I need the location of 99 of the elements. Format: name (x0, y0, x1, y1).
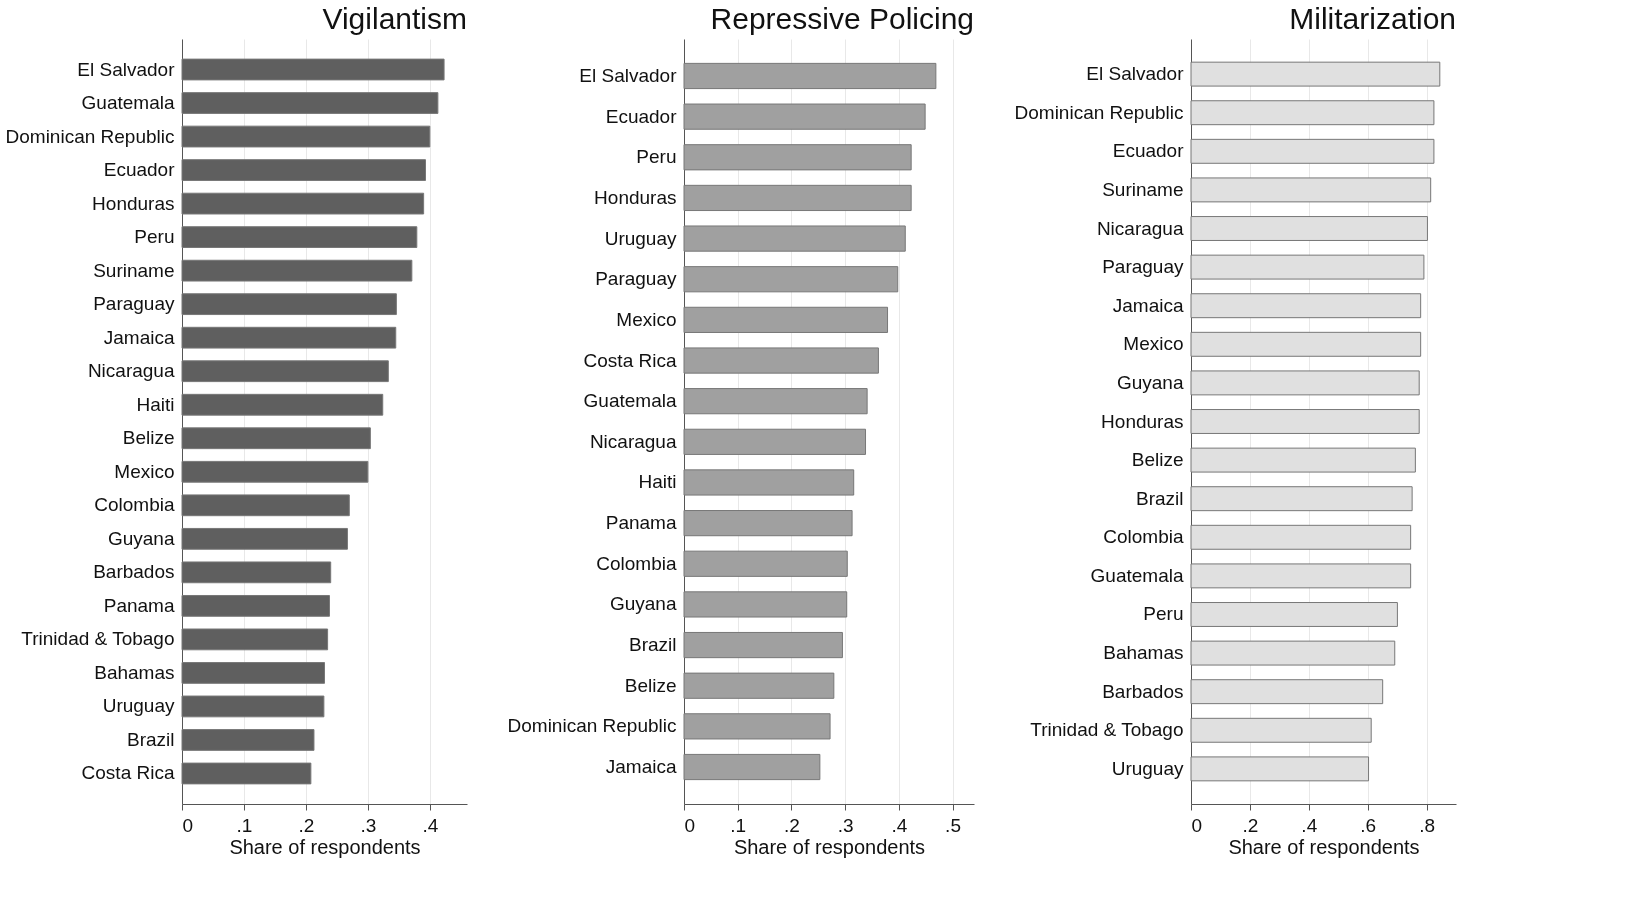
y-tick-label: El Salvador (1086, 63, 1185, 85)
y-tick-label: Uruguay (604, 227, 677, 249)
y-tick-label: Ecuador (103, 159, 176, 181)
x-tick-label: .2 (783, 814, 800, 836)
y-tick-label: Bahamas (94, 661, 175, 683)
y-tick-label: Colombia (596, 552, 677, 574)
x-tick-label: .4 (891, 814, 908, 836)
bar (683, 103, 926, 130)
y-tick-label: Barbados (1102, 680, 1184, 702)
y-tick-label: Brazil (628, 634, 677, 656)
y-tick-label: El Salvador (77, 58, 176, 80)
y-tick-label: Jamaica (605, 756, 677, 778)
y-tick-label: Mexico (114, 460, 175, 482)
y-tick-label: Colombia (1103, 526, 1184, 548)
bar (683, 428, 867, 455)
y-tick-label: Peru (636, 146, 677, 168)
bar (683, 144, 912, 171)
y-tick-label: Paraguay (93, 293, 175, 315)
bar (683, 184, 912, 212)
y-tick-label: Belize (122, 427, 175, 449)
y-tick-label: Peru (1143, 603, 1184, 625)
y-tick-label: Suriname (93, 259, 175, 281)
bar (683, 510, 853, 537)
y-tick-label: Paraguay (595, 268, 677, 290)
x-tick-label: .6 (1360, 814, 1377, 836)
bar (683, 225, 906, 252)
y-tick-label: Guatemala (81, 92, 175, 114)
y-tick-label: Guatemala (1090, 564, 1184, 586)
bar (683, 388, 868, 415)
x-tick-label: 0 (1191, 814, 1203, 836)
y-tick-label: Guyana (1116, 371, 1184, 393)
y-tick-label: Ecuador (1112, 140, 1185, 162)
y-tick-label: Ecuador (605, 105, 678, 127)
y-tick-label: Jamaica (1112, 294, 1184, 316)
x-axis-title: Share of respondents (229, 835, 421, 858)
bar (683, 347, 879, 374)
bar (683, 62, 937, 90)
bar (683, 713, 831, 740)
bar (683, 550, 848, 577)
bar (683, 469, 855, 496)
y-tick-label: Trinidad & Tobago (21, 628, 175, 650)
bar (683, 672, 835, 699)
y-tick-label: Guyana (107, 527, 175, 549)
bar (683, 591, 848, 618)
x-tick-label: .4 (422, 814, 439, 836)
y-tick-label: Uruguay (1111, 757, 1184, 779)
x-axis-title: Share of respondents (733, 835, 926, 858)
y-tick-label: Paraguay (1102, 256, 1184, 278)
y-tick-label: Haiti (136, 393, 175, 415)
x-tick-label: 0 (182, 814, 194, 836)
y-tick-label: Dominican Republic (507, 715, 677, 737)
y-tick-label: Panama (103, 594, 175, 616)
bar (683, 266, 899, 293)
chart-title: Vigilantism (322, 2, 467, 35)
y-tick-label: Costa Rica (81, 762, 175, 784)
y-tick-label: Guyana (609, 593, 677, 615)
y-tick-label: Brazil (126, 728, 175, 750)
y-tick-label: Nicaragua (589, 430, 677, 452)
y-tick-label: Mexico (616, 308, 677, 330)
y-tick-label: Jamaica (103, 326, 175, 348)
y-tick-label: Belize (1131, 449, 1184, 471)
y-tick-label: Mexico (1123, 333, 1184, 355)
y-tick-label: Dominican Republic (1014, 101, 1184, 123)
x-tick-label: .1 (236, 814, 253, 836)
y-tick-label: Honduras (92, 192, 175, 214)
y-tick-label: Trinidad & Tobago (1030, 719, 1184, 741)
x-tick-label: .2 (1242, 814, 1259, 836)
y-tick-label: Guatemala (583, 390, 677, 412)
y-tick-label: Panama (605, 512, 677, 534)
y-tick-label: Belize (624, 674, 677, 696)
y-tick-label: Colombia (94, 494, 175, 516)
y-tick-label: Barbados (93, 561, 175, 583)
y-tick-label: Brazil (1135, 487, 1184, 509)
x-tick-label: .5 (945, 814, 961, 836)
bar (683, 753, 821, 781)
chart-title: Militarization (1289, 2, 1456, 35)
x-tick-label: .2 (298, 814, 315, 836)
y-tick-label: Haiti (638, 471, 677, 493)
x-tick-label: .8 (1419, 814, 1435, 836)
y-tick-label: Bahamas (1103, 642, 1184, 664)
y-tick-label: Uruguay (102, 695, 175, 717)
x-tick-label: 0 (684, 814, 696, 836)
y-tick-label: Suriname (1102, 178, 1184, 200)
bar (683, 306, 889, 333)
y-tick-label: Nicaragua (87, 360, 175, 382)
x-tick-label: .3 (837, 814, 854, 836)
bar (683, 631, 843, 659)
y-tick-label: Peru (134, 226, 175, 248)
y-tick-label: Honduras (594, 186, 677, 208)
x-axis-title: Share of respondents (1228, 835, 1420, 858)
x-tick-label: .3 (360, 814, 377, 836)
y-tick-label: Costa Rica (583, 349, 677, 371)
y-tick-label: El Salvador (579, 64, 678, 86)
x-tick-label: .4 (1301, 814, 1318, 836)
x-tick-label: .1 (730, 814, 747, 836)
chart-title: Repressive Policing (710, 2, 974, 35)
y-tick-label: Nicaragua (1096, 217, 1184, 239)
y-tick-label: Dominican Republic (5, 125, 175, 147)
y-tick-label: Honduras (1101, 410, 1184, 432)
